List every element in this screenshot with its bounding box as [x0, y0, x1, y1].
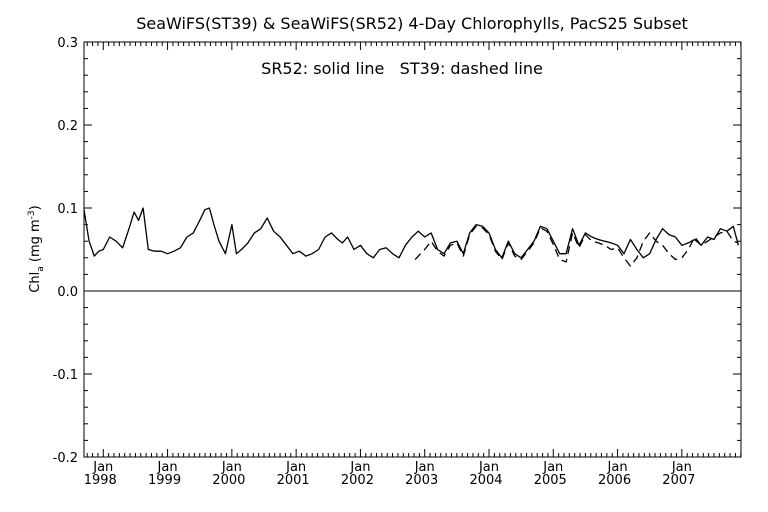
y-axis-label-unit: (mg m	[28, 219, 43, 266]
x-tick-month: Jan	[221, 460, 242, 475]
x-tick-year: 2001	[277, 473, 310, 488]
x-axis: Jan1998Jan1999Jan2000Jan2001Jan2002Jan20…	[84, 42, 742, 488]
x-tick-month: Jan	[414, 460, 435, 475]
x-tick-month: Jan	[157, 460, 178, 475]
x-tick-year: 2004	[469, 473, 502, 488]
x-tick-month: Jan	[285, 460, 306, 475]
y-tick-label: -0.1	[53, 368, 78, 383]
x-tick-year: 1999	[148, 473, 181, 488]
y-axis-label: Chla (mg m-3)	[27, 205, 46, 292]
chart-title: SeaWiFS(ST39) & SeaWiFS(SR52) 4-Day Chlo…	[136, 14, 688, 33]
legend-annotation: SR52: solid line ST39: dashed line	[261, 59, 543, 78]
y-axis-label-close: )	[28, 205, 43, 210]
x-tick-month: Jan	[542, 460, 563, 475]
y-axis-label-base: Chl	[28, 272, 43, 293]
y-tick-label: 0.0	[57, 285, 78, 300]
x-tick-year: 2003	[405, 473, 438, 488]
y-tick-label: 0.3	[57, 36, 78, 51]
x-tick-year: 2007	[662, 473, 695, 488]
y-axis-label-subscript: a	[36, 266, 46, 272]
y-tick-label: 0.1	[57, 202, 78, 217]
y-axis: -0.2 -0.1 0.0 0.1 0.2 0.3	[53, 36, 741, 466]
x-tick-month: Jan	[92, 460, 113, 475]
x-tick-year: 2000	[212, 473, 245, 488]
series-line-sr52	[83, 207, 740, 259]
x-tick-year: 1998	[84, 473, 117, 488]
x-tick-month: Jan	[607, 460, 628, 475]
y-tick-label: 0.2	[57, 119, 78, 134]
series-line-st39	[414, 225, 739, 267]
x-tick-month: Jan	[349, 460, 370, 475]
x-tick-month: Jan	[671, 460, 692, 475]
x-tick-year: 2005	[534, 473, 567, 488]
x-tick-year: 2006	[598, 473, 631, 488]
y-axis-label-exponent: -3	[27, 210, 37, 219]
series-layer	[83, 207, 740, 267]
y-tick-label: -0.2	[53, 451, 78, 466]
plot-frame	[83, 41, 742, 458]
x-tick-month: Jan	[478, 460, 499, 475]
x-tick-year: 2002	[341, 473, 374, 488]
